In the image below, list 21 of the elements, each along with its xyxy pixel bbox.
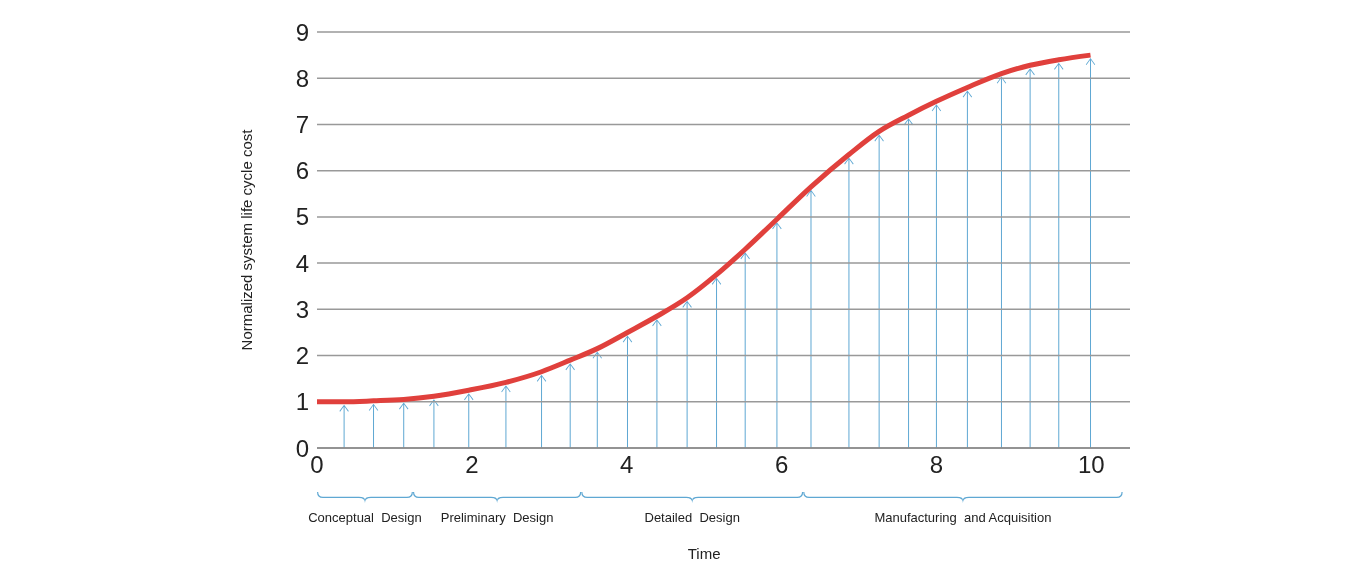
x-tick-label: 2 [465, 451, 479, 479]
x-tick-label: 10 [1077, 451, 1105, 479]
text: Preliminary Design [440, 510, 554, 525]
text: Manufacturing and Acquisition [874, 510, 1052, 525]
y-tick-label: 3 [295, 295, 309, 323]
x-tick-label: 6 [774, 451, 789, 479]
y-tick-label: 8 [295, 64, 309, 92]
x-tick-label: 8 [929, 451, 944, 479]
y-tick-label: 5 [295, 203, 309, 231]
text: Conceptual Design [308, 510, 422, 525]
text: Detailed Design [644, 510, 740, 525]
y-tick-label: 9 [295, 18, 309, 46]
y-tick-label: 2 [295, 342, 309, 370]
x-axis-title: Time [687, 545, 721, 562]
y-tick-label: 1 [295, 388, 309, 416]
y-tick-label: 4 [295, 249, 309, 277]
y-tick-label: 6 [295, 157, 309, 185]
y-axis-title: Normalized system life cycle cost [238, 128, 256, 351]
x-tick-label: 4 [620, 451, 634, 479]
y-tick-label: 0 [295, 434, 309, 462]
y-tick-label: 7 [295, 110, 309, 138]
